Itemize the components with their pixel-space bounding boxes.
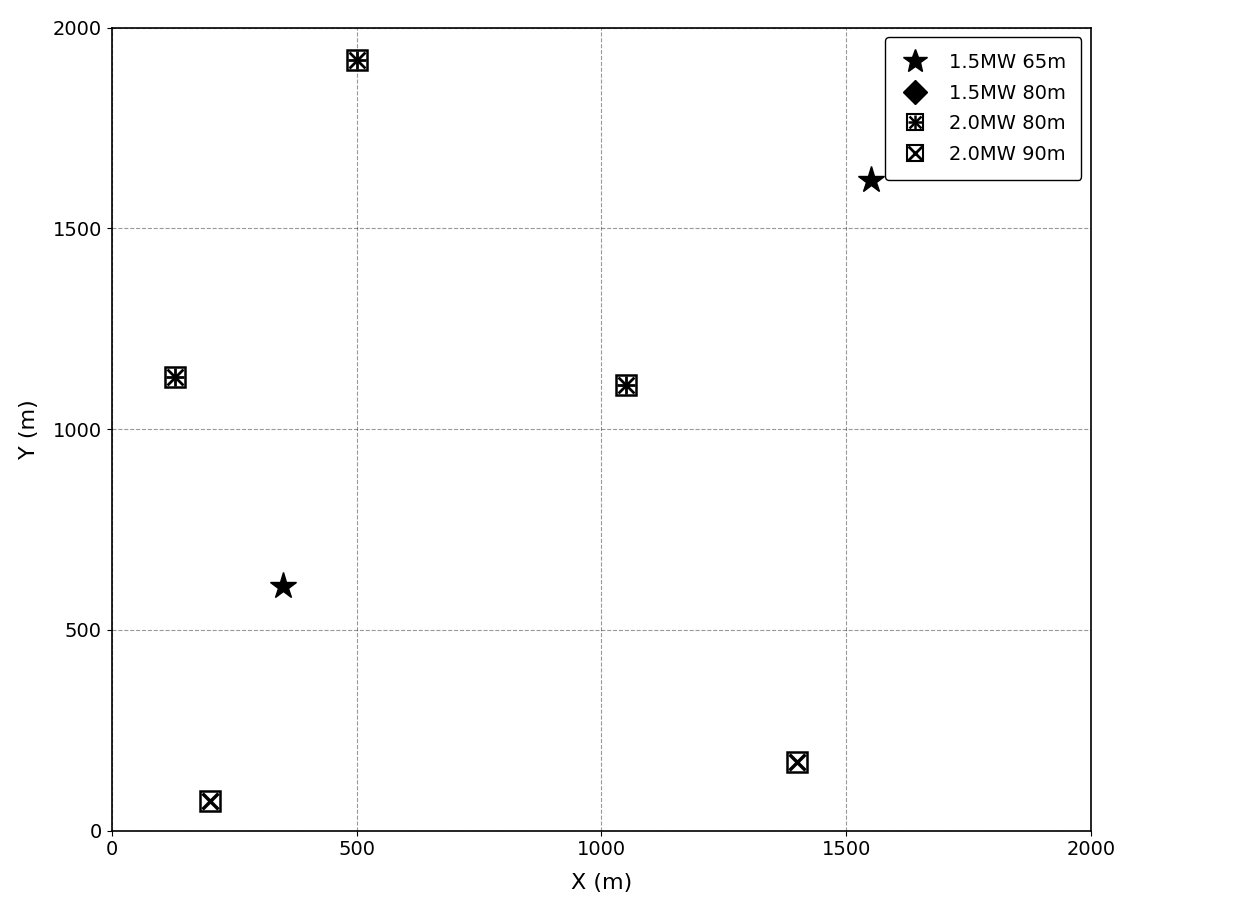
Legend: 1.5MW 65m, 1.5MW 80m, 2.0MW 80m, 2.0MW 90m: 1.5MW 65m, 1.5MW 80m, 2.0MW 80m, 2.0MW 9… [884, 38, 1081, 179]
X-axis label: X (m): X (m) [570, 873, 632, 893]
Y-axis label: Y (m): Y (m) [19, 400, 38, 459]
